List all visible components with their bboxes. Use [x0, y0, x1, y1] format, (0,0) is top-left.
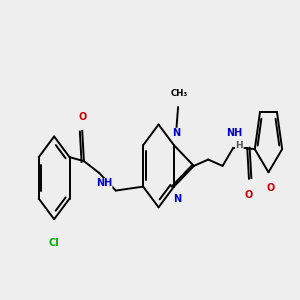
- Text: N: N: [173, 194, 181, 203]
- Text: CH₃: CH₃: [170, 89, 188, 98]
- Text: N: N: [172, 128, 180, 138]
- Text: O: O: [244, 190, 252, 200]
- Text: NH: NH: [96, 178, 112, 188]
- Text: NH: NH: [226, 128, 243, 138]
- Text: H: H: [236, 141, 243, 150]
- Text: O: O: [78, 112, 86, 122]
- Text: O: O: [266, 183, 274, 193]
- Text: Cl: Cl: [49, 238, 59, 248]
